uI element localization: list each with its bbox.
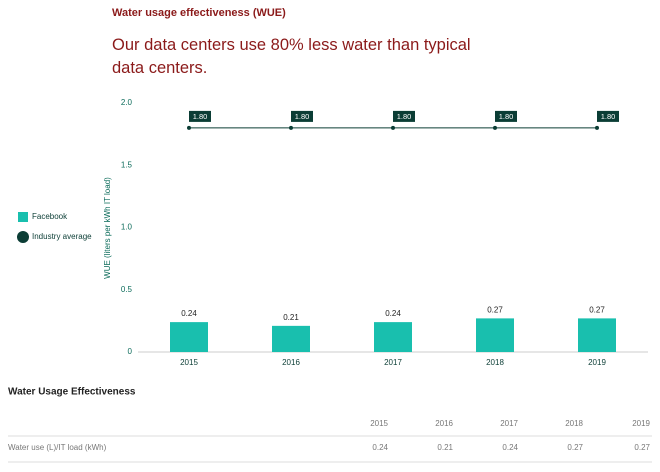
line-point xyxy=(391,125,395,130)
chart-title: Water usage effectiveness (WUE) xyxy=(112,7,286,19)
x-tick-label: 2017 xyxy=(384,358,402,367)
table-header: 2019 xyxy=(632,419,650,428)
bar-label: 0.27 xyxy=(487,305,503,314)
table-header: 2018 xyxy=(565,419,583,428)
table-cell: 0.24 xyxy=(502,443,518,452)
y-axis-label: WUE (liters per kWh IT load) xyxy=(103,177,112,279)
x-tick-label: 2016 xyxy=(282,358,300,367)
point-label: 1.80 xyxy=(499,112,514,121)
table-header: 2015 xyxy=(370,419,388,428)
label-box xyxy=(291,110,313,122)
y-tick-label: 1.0 xyxy=(121,223,133,232)
label-box xyxy=(393,110,415,122)
point-label: 1.80 xyxy=(295,112,310,121)
legend-label: Industry average xyxy=(32,232,92,241)
point-label: 1.80 xyxy=(193,112,208,121)
line-point xyxy=(493,125,497,130)
y-tick-label: 0.5 xyxy=(121,285,133,294)
table-header: 2016 xyxy=(435,419,453,428)
label-box xyxy=(495,110,517,122)
table-header: 2017 xyxy=(500,419,518,428)
bar xyxy=(374,322,412,352)
label-box xyxy=(597,110,619,122)
y-tick-label: 2.0 xyxy=(121,98,133,107)
bar-label: 0.21 xyxy=(283,313,299,322)
point-label: 1.80 xyxy=(397,112,412,121)
table-cell: 0.27 xyxy=(567,443,583,452)
x-tick-label: 2018 xyxy=(486,358,504,367)
line-point xyxy=(595,125,599,130)
row-label: Water use (L)/IT load (kWh) xyxy=(8,443,107,452)
line-point xyxy=(187,125,191,130)
legend-swatch xyxy=(18,212,28,222)
table-cell: 0.21 xyxy=(437,443,453,452)
bar-label: 0.24 xyxy=(385,309,401,318)
headline: Our data centers use 80% less water than… xyxy=(112,36,471,77)
line-point xyxy=(289,125,293,130)
bar-label: 0.27 xyxy=(589,305,605,314)
bar-label: 0.24 xyxy=(181,309,197,318)
label-box xyxy=(189,110,211,122)
table-title: Water Usage Effectiveness xyxy=(8,387,136,398)
bar xyxy=(476,318,514,352)
y-tick-label: 1.5 xyxy=(121,160,133,169)
bar xyxy=(170,322,208,352)
x-tick-label: 2019 xyxy=(588,358,606,367)
x-tick-label: 2015 xyxy=(180,358,198,367)
bar xyxy=(578,318,616,352)
y-tick-label: 0 xyxy=(128,347,133,356)
point-label: 1.80 xyxy=(601,112,616,121)
legend-label: Facebook xyxy=(32,212,68,221)
bar xyxy=(272,325,310,352)
table-cell: 0.27 xyxy=(634,443,650,452)
legend-swatch xyxy=(17,231,29,243)
table-cell: 0.24 xyxy=(372,443,388,452)
